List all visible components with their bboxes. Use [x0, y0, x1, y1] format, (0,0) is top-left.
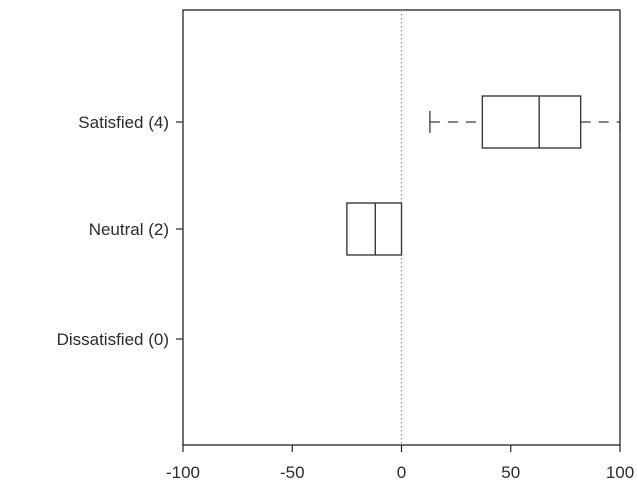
box-1 [346, 202, 403, 256]
x-tick-label: 100 [606, 463, 634, 482]
x-tick-label: -50 [280, 463, 305, 482]
x-axis-ticks: -100 -50 0 50 100 [166, 445, 634, 482]
x-tick-label: 50 [501, 463, 520, 482]
y-tick-label: Neutral (2) [89, 220, 169, 239]
box-rect [346, 202, 403, 256]
y-tick-label: Satisfied (4) [78, 113, 169, 132]
x-tick-label: -100 [166, 463, 200, 482]
y-tick-label: Dissatisfied (0) [57, 330, 169, 349]
y-axis-ticks: Satisfied (4) Neutral (2) Dissatisfied (0) [57, 113, 183, 349]
box-0 [429, 95, 621, 149]
box-rect [481, 95, 582, 149]
x-tick-label: 0 [397, 463, 406, 482]
boxes-layer [346, 95, 621, 256]
